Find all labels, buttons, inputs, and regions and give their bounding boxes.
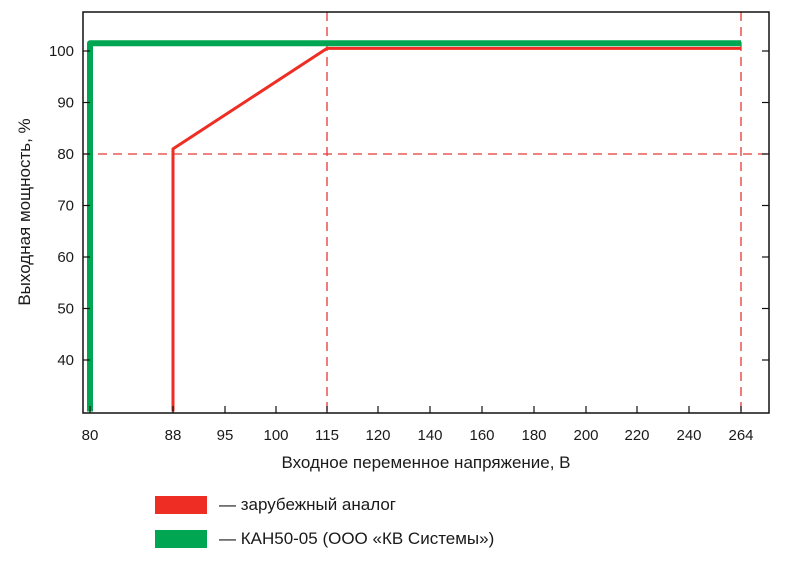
legend-swatch-red	[155, 496, 207, 514]
legend-label: — КАН50-05 (ООО «КВ Системы»)	[219, 529, 495, 548]
series-lines	[87, 40, 741, 412]
x-tick-label: 80	[82, 427, 99, 444]
legend-label: — зарубежный аналог	[219, 495, 396, 514]
chart: 40 50 60 70 80 90 100 80 88 95 100 115 120 140 160 180…	[15, 11, 770, 472]
y-tick-label: 50	[57, 301, 74, 318]
x-tick-label: 120	[365, 427, 390, 444]
x-tick-label: 200	[573, 427, 598, 444]
x-tick-label: 88	[165, 427, 182, 444]
legend-swatch-green	[155, 530, 207, 548]
series-line-1	[87, 40, 741, 412]
x-tick-label: 140	[417, 427, 442, 444]
x-tick-label: 180	[521, 427, 546, 444]
x-axis-title: Входное переменное напряжение, В	[281, 453, 570, 472]
x-tick-label: 240	[676, 427, 701, 444]
x-tick-label: 160	[469, 427, 494, 444]
x-tick-label: 95	[217, 427, 234, 444]
x-tick-label: 264	[728, 427, 753, 444]
y-axis: 40 50 60 70 80 90 100	[49, 43, 769, 369]
y-tick-label: 100	[49, 43, 74, 60]
y-tick-label: 40	[57, 352, 74, 369]
x-tick-label: 100	[263, 427, 288, 444]
legend: — зарубежный аналог — КАН50-05 (ООО «КВ …	[155, 488, 494, 556]
y-tick-label: 80	[57, 146, 74, 163]
y-tick-label: 70	[57, 198, 74, 215]
y-tick-label: 60	[57, 249, 74, 266]
legend-item-foreign-analog: — зарубежный аналог	[155, 488, 494, 522]
y-axis-title: Выходная мощность, %	[15, 118, 34, 305]
x-axis: 80 88 95 100 115 120 140 160 180 200 220 240 264	[82, 406, 754, 444]
y-tick-label: 90	[57, 95, 74, 112]
x-tick-label: 220	[624, 427, 649, 444]
legend-item-kan50: — КАН50-05 (ООО «КВ Системы»)	[155, 522, 494, 556]
reference-lines	[83, 12, 769, 413]
x-tick-label: 115	[315, 427, 339, 444]
series-line-0	[171, 46, 741, 412]
plot-frame	[82, 11, 770, 414]
